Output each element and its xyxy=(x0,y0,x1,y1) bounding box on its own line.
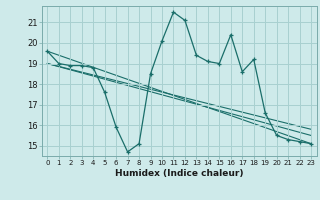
X-axis label: Humidex (Indice chaleur): Humidex (Indice chaleur) xyxy=(115,169,244,178)
